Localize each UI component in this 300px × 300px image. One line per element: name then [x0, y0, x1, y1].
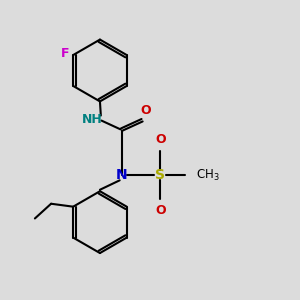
Text: O: O — [155, 133, 166, 146]
Text: NH: NH — [82, 112, 103, 126]
Text: CH$_3$: CH$_3$ — [196, 167, 219, 183]
Text: O: O — [155, 205, 166, 218]
Text: O: O — [140, 104, 151, 117]
Text: S: S — [155, 168, 165, 182]
Text: N: N — [116, 168, 128, 182]
Text: F: F — [61, 47, 70, 60]
